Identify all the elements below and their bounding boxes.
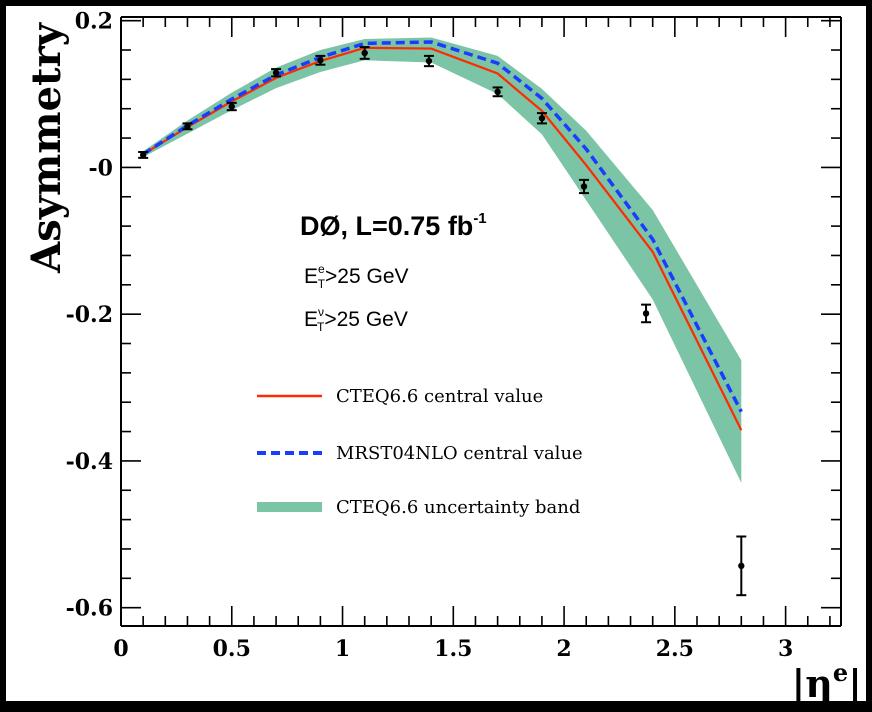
uncertainty-band: [143, 37, 742, 483]
data-point: [494, 88, 501, 96]
cut-neutrino-sub: T: [317, 320, 325, 334]
cut-electron-label: Ee T>25 GeV: [304, 262, 409, 291]
x-tick-label: 1: [335, 636, 350, 662]
y-tick-label: -0.6: [66, 596, 113, 622]
data-point: [228, 103, 235, 110]
axes-layer: [120, 16, 842, 627]
cut-electron-sup: e: [318, 262, 325, 276]
y-tick-label: 0.2: [75, 9, 113, 35]
y-axis-label: Asymmetry: [23, 21, 70, 273]
cteq-central-line: [142, 46, 743, 431]
x-axis-label-end: |: [848, 661, 862, 706]
legend-band-label: CTEQ6.6 uncertainty band: [336, 497, 580, 518]
mrst-central-line: [142, 40, 743, 413]
x-tick-label: 2.5: [656, 636, 694, 662]
cut-electron-sub: T: [318, 277, 326, 291]
cut-neutrino-main: E: [304, 308, 318, 331]
cut-neutrino-sup: ν: [318, 305, 324, 319]
data-point: [738, 562, 745, 570]
legend-cteq-label: CTEQ6.6 central value: [336, 386, 543, 407]
x-axis-label-sup: e: [833, 658, 848, 687]
data-points-layer: [138, 46, 747, 597]
cut-electron-rest: >25 GeV: [325, 265, 408, 288]
x-axis-label-main: |η: [791, 661, 832, 706]
y-tick-label: -0.2: [66, 302, 113, 328]
x-tick-label: 0: [113, 636, 128, 662]
experiment-label-sup: -1: [473, 210, 486, 227]
curve-layer: [142, 40, 743, 431]
x-tick-label: 0.5: [213, 636, 251, 662]
x-tick-label: 3: [778, 636, 793, 662]
data-point: [272, 69, 280, 76]
data-point: [139, 151, 147, 159]
legend: CTEQ6.6 central value MRST04NLO central …: [257, 386, 583, 518]
y-tick-label: -0.4: [66, 449, 113, 475]
uncertainty-band-layer: [143, 37, 742, 483]
x-tick-label: 1.5: [434, 636, 472, 662]
data-point: [425, 57, 433, 65]
tick-label-layer: 0 0.5 1 1.5 2 2.5 3 0.2 -0 -0.2 -0.4 -0.6: [66, 9, 794, 662]
experiment-label: DØ, L=0.75 fb-1: [300, 210, 487, 241]
data-point: [538, 115, 546, 122]
x-axis-label: |ηe|: [791, 658, 862, 706]
data-point: [580, 183, 588, 190]
cut-electron-main: E: [304, 265, 318, 288]
experiment-label-main: DØ, L=0.75 fb: [300, 211, 473, 241]
x-tick-label: 2: [556, 636, 571, 662]
cut-neutrino-label: Eν T>25 GeV: [304, 305, 408, 334]
data-point: [317, 57, 324, 64]
y-tick-label: -0: [89, 155, 113, 181]
data-point: [184, 123, 191, 130]
data-point: [642, 310, 650, 317]
legend-mrst-label: MRST04NLO central value: [336, 443, 583, 464]
data-point: [361, 49, 368, 57]
cut-neutrino-rest: >25 GeV: [324, 308, 407, 331]
